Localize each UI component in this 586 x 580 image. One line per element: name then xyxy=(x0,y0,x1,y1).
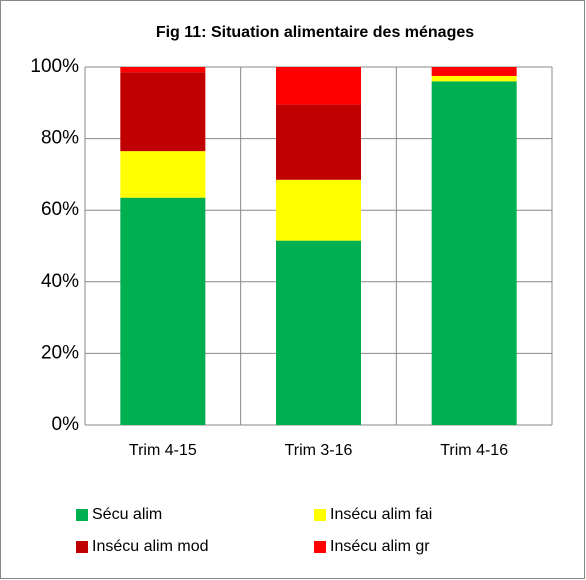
bar-segment xyxy=(276,67,361,105)
bar-segment xyxy=(431,75,517,82)
legend-swatch xyxy=(76,509,88,521)
chart-title: Fig 11: Situation alimentaire des ménage… xyxy=(156,24,474,41)
legend-label: Insécu alim gr xyxy=(330,538,430,555)
x-tick-label: Trim 3-16 xyxy=(285,442,353,459)
legend-swatch xyxy=(314,509,326,521)
legend-label: Insécu alim mod xyxy=(92,538,209,555)
y-tick-label: 60% xyxy=(41,199,79,220)
bar-segment xyxy=(276,104,361,180)
bar-segment xyxy=(120,67,206,73)
bar-segment xyxy=(120,151,206,198)
legend-swatch xyxy=(314,541,326,553)
legend-label: Sécu alim xyxy=(92,506,162,523)
y-tick-label: 40% xyxy=(41,271,79,292)
y-tick-label: 80% xyxy=(41,128,79,149)
bar-segment xyxy=(431,81,517,425)
x-tick-label: Trim 4-15 xyxy=(129,442,197,459)
x-tick-label: Trim 4-16 xyxy=(440,442,508,459)
bar-segment xyxy=(431,67,517,76)
bar-segment xyxy=(120,197,206,425)
bar-segment xyxy=(276,179,361,241)
y-tick-label: 100% xyxy=(30,56,79,77)
y-tick-label: 20% xyxy=(41,342,79,363)
legend-label: Insécu alim fai xyxy=(330,506,432,523)
legend-swatch xyxy=(76,541,88,553)
y-tick-label: 0% xyxy=(52,414,80,435)
bar-segment xyxy=(276,240,361,425)
bar-segment xyxy=(120,72,206,152)
